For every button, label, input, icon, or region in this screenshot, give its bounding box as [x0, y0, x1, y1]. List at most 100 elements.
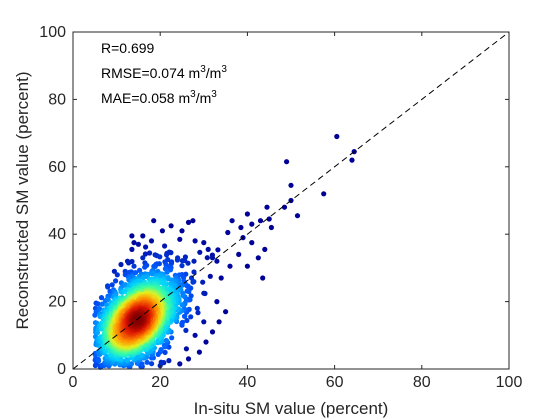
y-tick-label: 80 — [48, 91, 66, 108]
data-point — [140, 255, 146, 261]
x-tick-label: 100 — [496, 374, 523, 391]
data-point — [168, 223, 174, 229]
data-point — [161, 342, 167, 348]
data-point — [215, 247, 221, 253]
data-point — [159, 228, 165, 234]
data-point — [223, 309, 229, 315]
data-point — [195, 310, 201, 316]
axes-frame — [72, 31, 510, 370]
data-point — [207, 273, 213, 279]
data-point — [183, 346, 189, 352]
data-point — [129, 258, 135, 265]
data-point — [188, 314, 194, 320]
data-point — [162, 243, 168, 249]
data-point — [143, 244, 149, 250]
data-point — [257, 218, 264, 224]
data-point — [201, 290, 207, 296]
y-tick-label: 40 — [48, 226, 66, 243]
data-point — [168, 250, 174, 256]
data-point — [185, 356, 192, 362]
data-point — [334, 133, 340, 140]
data-point — [105, 284, 111, 290]
data-point — [183, 327, 189, 333]
x-tick-label: 80 — [413, 374, 431, 391]
data-point — [118, 261, 124, 268]
data-point — [181, 313, 188, 319]
data-point — [190, 279, 196, 285]
data-point — [98, 295, 105, 301]
x-axis-label: In-situ SM value (percent) — [194, 399, 389, 418]
data-point — [166, 358, 172, 364]
data-point — [149, 361, 155, 367]
data-point — [209, 252, 215, 258]
data-point — [203, 339, 209, 345]
data-point — [321, 191, 327, 197]
data-point — [184, 288, 190, 294]
data-point — [162, 349, 168, 355]
x-tick-label: 40 — [239, 374, 257, 391]
data-point — [158, 347, 164, 353]
data-point — [192, 332, 198, 338]
y-tick-label: 20 — [48, 294, 66, 311]
data-point — [288, 182, 294, 188]
stat-mae: MAE=0.058 m3/m3 — [101, 89, 217, 106]
data-point — [294, 213, 301, 219]
data-point — [191, 269, 197, 275]
data-point — [225, 229, 231, 236]
data-point — [255, 255, 261, 261]
data-point — [96, 306, 103, 312]
y-tick-label: 100 — [39, 24, 66, 41]
data-point — [249, 221, 255, 227]
data-point — [216, 319, 222, 325]
data-point — [177, 361, 183, 367]
data-point — [140, 233, 146, 239]
data-point — [164, 252, 170, 258]
data-point — [262, 246, 268, 252]
data-point — [179, 302, 185, 308]
data-point — [179, 319, 186, 325]
data-point — [194, 305, 200, 311]
data-point — [284, 159, 290, 165]
data-point — [227, 263, 233, 269]
data-point — [238, 224, 244, 231]
data-point — [266, 216, 272, 222]
data-point — [264, 204, 270, 210]
x-tick-label: 20 — [151, 374, 169, 391]
data-point — [131, 240, 137, 246]
data-point — [185, 219, 192, 225]
data-point — [179, 263, 185, 269]
data-point — [147, 250, 153, 256]
data-point — [92, 312, 98, 318]
data-point — [197, 249, 203, 255]
data-point — [142, 264, 148, 270]
data-point — [168, 281, 174, 287]
data-point — [268, 224, 274, 231]
data-point — [218, 275, 224, 281]
data-point — [236, 251, 242, 257]
data-point — [174, 257, 180, 263]
data-point — [179, 258, 185, 264]
x-tick-label: 0 — [69, 374, 78, 391]
data-point — [99, 301, 105, 307]
data-point — [129, 246, 135, 252]
y-tick-label: 0 — [57, 361, 66, 378]
data-point — [229, 218, 235, 224]
data-point — [177, 236, 183, 242]
data-point — [214, 258, 220, 264]
data-point — [201, 240, 207, 246]
x-tick-label: 60 — [326, 374, 344, 391]
data-point — [179, 228, 185, 234]
data-point — [209, 329, 216, 335]
data-point — [190, 218, 196, 224]
data-point — [192, 238, 198, 244]
y-tick-label: 60 — [48, 159, 66, 176]
data-point — [214, 299, 220, 305]
data-point — [204, 255, 210, 261]
one-to-one-line — [72, 31, 510, 370]
data-point — [152, 263, 158, 269]
data-point — [244, 263, 250, 269]
data-point — [349, 157, 355, 163]
data-point — [201, 319, 207, 325]
data-point — [260, 275, 266, 281]
